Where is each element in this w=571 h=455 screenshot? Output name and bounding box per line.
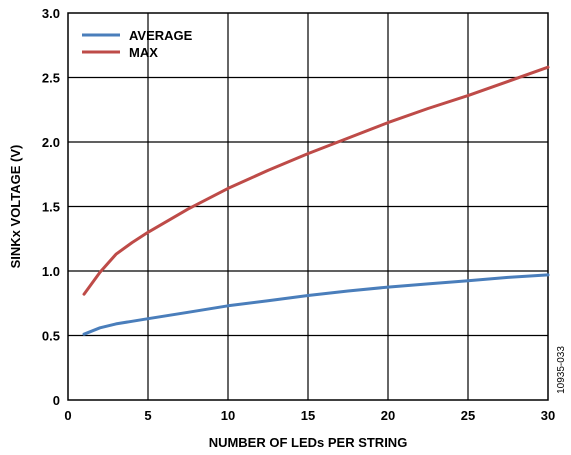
y-tick-labels: 0 0.5 1.0 1.5 2.0 2.5 3.0: [42, 6, 60, 408]
y-tick-label: 0: [53, 393, 60, 408]
y-tick-label: 0.5: [42, 329, 60, 344]
legend-label-max: MAX: [129, 45, 158, 60]
y-tick-label: 2.0: [42, 135, 60, 150]
legend: AVERAGE MAX: [82, 28, 193, 60]
x-tick-label: 5: [144, 408, 151, 423]
x-tick-label: 15: [301, 408, 315, 423]
legend-label-average: AVERAGE: [129, 28, 193, 43]
x-axis-label: NUMBER OF LEDs PER STRING: [209, 435, 408, 450]
series-line-average: [82, 273, 550, 336]
figure-code: 10935-033: [556, 346, 567, 394]
grid: [68, 13, 548, 400]
y-tick-label: 3.0: [42, 6, 60, 21]
x-tick-labels: 0 5 10 15 20 25 30: [64, 408, 555, 423]
y-axis-label: SINKx VOLTAGE (V): [8, 145, 23, 269]
y-tick-label: 1.0: [42, 264, 60, 279]
x-tick-label: 10: [221, 408, 235, 423]
x-tick-label: 25: [461, 408, 475, 423]
x-tick-label: 0: [64, 408, 71, 423]
x-tick-label: 30: [541, 408, 555, 423]
x-tick-label: 20: [381, 408, 395, 423]
series-line-max: [82, 65, 550, 296]
y-tick-label: 2.5: [42, 71, 60, 86]
plot-frame: [67, 12, 549, 401]
series-group: [82, 65, 550, 336]
y-tick-label: 1.5: [42, 200, 60, 215]
